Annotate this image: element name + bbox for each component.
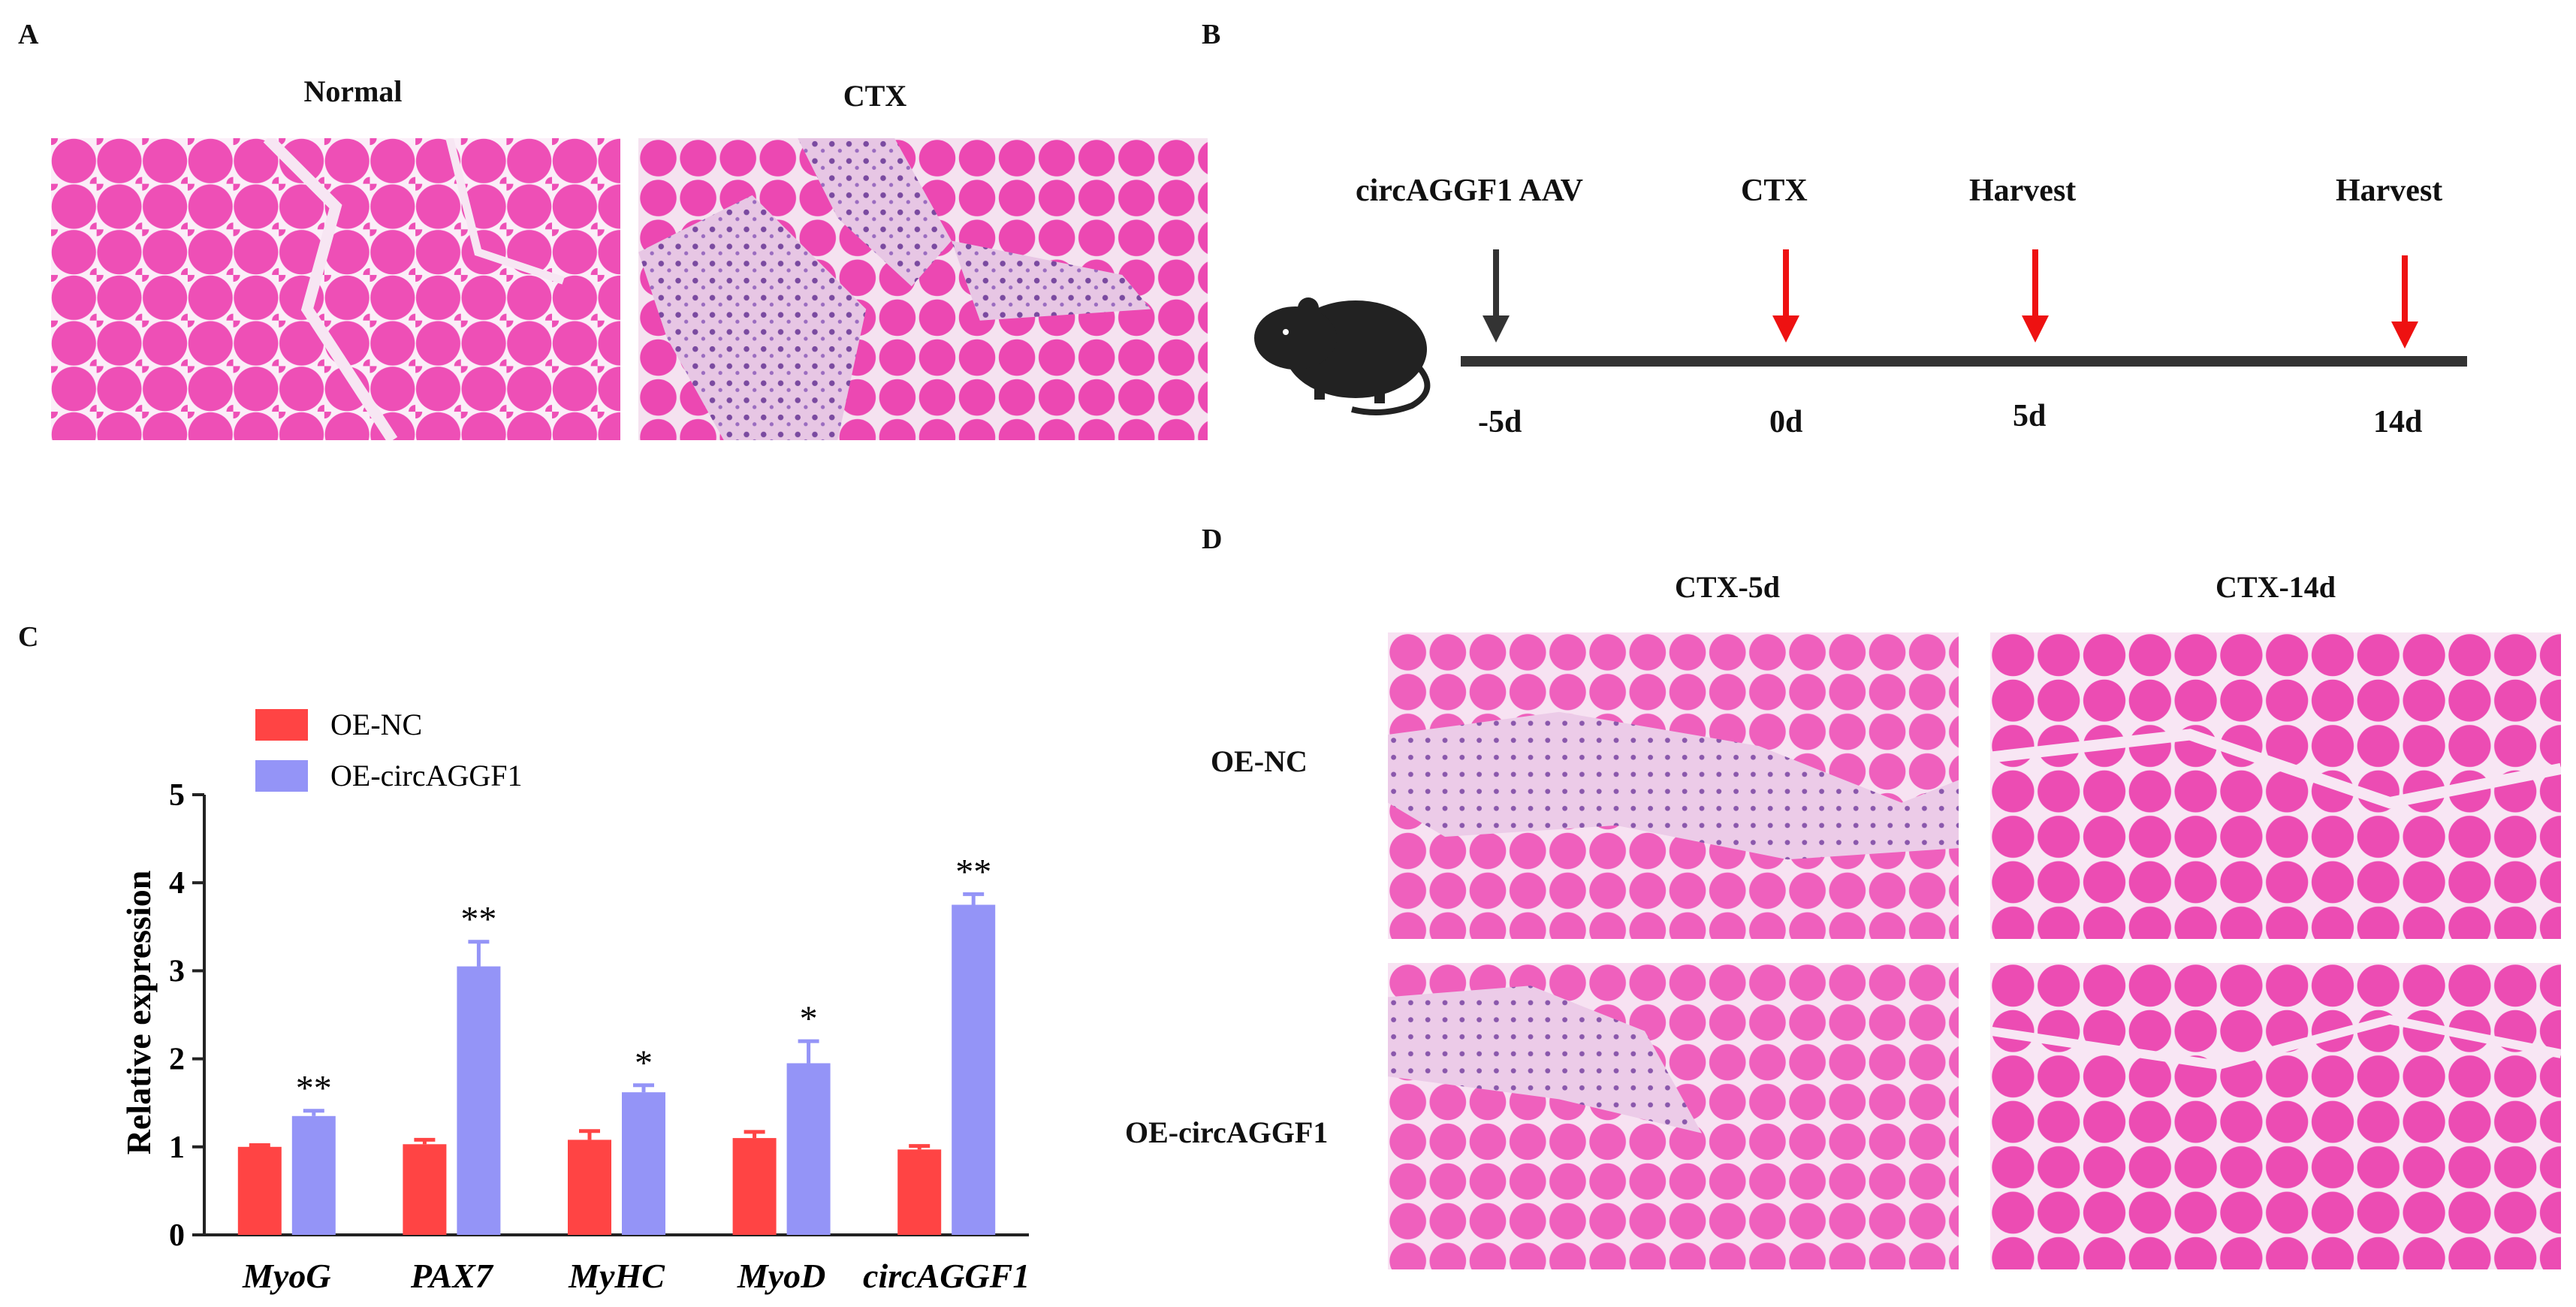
bar-OE-circAGGF1-PAX7 bbox=[457, 966, 501, 1235]
arrow-icon-aav bbox=[1480, 249, 1513, 346]
legend-label-oe-circaggf1: OE-circAGGF1 bbox=[330, 759, 523, 792]
y-tick-label-0: 0 bbox=[169, 1218, 185, 1253]
y-axis-label: Relative expression bbox=[119, 871, 158, 1155]
timeline-event-label-ctx: CTX bbox=[1741, 174, 1808, 208]
timeline-event-label-harvest-14d: Harvest bbox=[2336, 174, 2443, 208]
x-tick-label-PAX7: PAX7 bbox=[410, 1257, 494, 1295]
arrow-icon-harvest-14d bbox=[2388, 255, 2421, 352]
histology-image-ctx bbox=[638, 138, 1208, 440]
chart-legend: OE-NC OE-circAGGF1 bbox=[255, 708, 523, 792]
bar-OE-circAGGF1-MyHC bbox=[622, 1092, 665, 1235]
x-tick-label-circAGGF1: circAGGF1 bbox=[863, 1257, 1030, 1295]
timeline-event-label-aav: circAGGF1 AAV bbox=[1356, 174, 1583, 208]
timeline-axis bbox=[1461, 356, 2467, 367]
panel-d-col-label-ctx-5d: CTX-5d bbox=[1674, 570, 1781, 604]
panel-letter-b: B bbox=[1202, 19, 1221, 50]
significance-PAX7: ** bbox=[460, 900, 496, 940]
bar-chart: OE-NC OE-circAGGF1 Relative expression 0… bbox=[119, 708, 1030, 1295]
y-tick-label-2: 2 bbox=[169, 1043, 185, 1077]
significance-MyoD: * bbox=[800, 999, 818, 1039]
mouse-icon bbox=[1239, 278, 1449, 421]
timeline-event-label-harvest-5d: Harvest bbox=[1969, 174, 2077, 208]
panel-a-label-ctx: CTX bbox=[843, 79, 907, 113]
histology-image-oe-circaggf1-ctx-14d bbox=[1990, 963, 2561, 1269]
y-tick-label-4: 4 bbox=[169, 866, 185, 901]
arrow-icon-harvest-5d bbox=[2019, 249, 2052, 346]
bar-OE-circAGGF1-MyoG bbox=[291, 1115, 336, 1235]
x-tick-label-MyoD: MyoD bbox=[737, 1257, 826, 1295]
legend-label-oe-nc: OE-NC bbox=[330, 708, 422, 741]
x-tick-label-MyHC: MyHC bbox=[568, 1257, 665, 1295]
histology-image-oe-nc-ctx-14d bbox=[1990, 632, 2561, 939]
y-tick-label-3: 3 bbox=[169, 954, 185, 989]
timeline-day-label-5: 5d bbox=[2013, 399, 2047, 433]
panel-d-row-label-oe-nc: OE-NC bbox=[1211, 744, 1308, 778]
bar-OE-circAGGF1-circAGGF1 bbox=[952, 904, 996, 1235]
legend-swatch-oe-circaggf1 bbox=[255, 760, 308, 792]
timeline-day-label-0: 0d bbox=[1769, 405, 1803, 439]
panel-letter-a: A bbox=[18, 19, 39, 50]
legend-swatch-oe-nc bbox=[255, 709, 308, 741]
panel-d-row-label-oe-circaggf1: OE-circAGGF1 bbox=[1125, 1115, 1329, 1149]
histology-image-oe-circaggf1-ctx-5d bbox=[1388, 963, 1959, 1269]
panel-letter-d: D bbox=[1202, 524, 1223, 555]
y-tick-label-1: 1 bbox=[169, 1130, 185, 1165]
bar-OE-NC-circAGGF1 bbox=[897, 1149, 942, 1235]
timeline-day-label-14: 14d bbox=[2373, 405, 2423, 439]
x-tick-label-MyoG: MyoG bbox=[242, 1257, 331, 1295]
panel-a-label-normal: Normal bbox=[303, 74, 403, 108]
bar-OE-NC-PAX7 bbox=[403, 1144, 447, 1235]
bar-OE-NC-MyoD bbox=[732, 1138, 777, 1235]
bar-OE-NC-MyoG bbox=[237, 1146, 282, 1235]
y-tick-label-5: 5 bbox=[169, 778, 185, 813]
bar-OE-NC-MyHC bbox=[568, 1139, 611, 1235]
arrow-icon-ctx bbox=[1769, 249, 1802, 346]
timeline-day-label-minus5: -5d bbox=[1478, 405, 1522, 439]
panel-d-col-label-ctx-14d: CTX-14d bbox=[2215, 570, 2336, 604]
significance-MyHC: * bbox=[635, 1043, 653, 1083]
bar-OE-circAGGF1-MyoD bbox=[786, 1063, 831, 1235]
significance-circAGGF1: ** bbox=[955, 852, 991, 892]
histology-image-normal bbox=[51, 138, 620, 440]
significance-MyoG: ** bbox=[296, 1069, 332, 1109]
histology-image-oe-nc-ctx-5d bbox=[1388, 632, 1959, 939]
panel-letter-c: C bbox=[18, 621, 39, 653]
